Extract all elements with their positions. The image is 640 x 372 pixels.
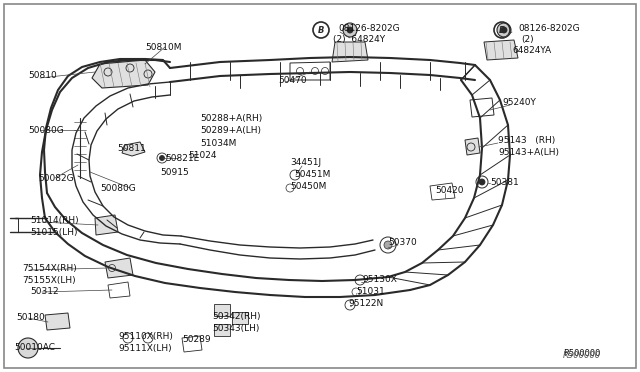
Text: 08126-8202G: 08126-8202G [338,23,399,32]
Text: B: B [499,26,505,35]
Text: 50010AC: 50010AC [14,343,55,353]
Text: 50821E: 50821E [165,154,199,163]
Text: 75155X(LH): 75155X(LH) [22,276,76,285]
Text: 95130X: 95130X [362,276,397,285]
Text: 50312: 50312 [30,288,59,296]
Text: 50470: 50470 [278,76,307,84]
Text: 95143+A(LH): 95143+A(LH) [498,148,559,157]
Text: 95122N: 95122N [348,299,383,308]
Text: 50810: 50810 [28,71,57,80]
Text: 50288+A(RH): 50288+A(RH) [200,113,262,122]
Text: 95143   (RH): 95143 (RH) [498,135,556,144]
Text: 51015(LH): 51015(LH) [30,228,77,237]
Text: 95240Y: 95240Y [502,97,536,106]
Text: 50080G: 50080G [28,125,64,135]
Polygon shape [332,42,368,62]
Text: 51024: 51024 [188,151,216,160]
Text: 50915: 50915 [160,167,189,176]
Text: 50289+A(LH): 50289+A(LH) [200,125,261,135]
Circle shape [497,23,511,37]
Circle shape [347,27,353,33]
Circle shape [384,241,392,249]
Text: (2): (2) [521,35,534,44]
Text: 50082G: 50082G [38,173,74,183]
Text: 50450M: 50450M [290,182,326,190]
Text: 51014(RH): 51014(RH) [30,215,79,224]
Text: 50180: 50180 [16,314,45,323]
Polygon shape [105,258,133,278]
Text: 50381: 50381 [490,177,519,186]
Text: R500000: R500000 [563,352,601,360]
Text: (2)  64824Y: (2) 64824Y [333,35,385,44]
Circle shape [18,338,38,358]
Polygon shape [214,304,230,316]
Text: 51031: 51031 [356,288,385,296]
Polygon shape [465,138,480,155]
Polygon shape [95,215,118,235]
Text: B: B [318,26,324,35]
Text: 08126-8202G: 08126-8202G [518,23,580,32]
Text: 51034M: 51034M [200,138,236,148]
Polygon shape [484,40,518,60]
Text: 50810M: 50810M [145,42,182,51]
Text: 50343(LH): 50343(LH) [212,324,259,333]
Text: 95110X(RH): 95110X(RH) [118,331,173,340]
Text: 34451J: 34451J [290,157,321,167]
Polygon shape [45,313,70,330]
Text: 95111X(LH): 95111X(LH) [118,343,172,353]
Text: 50420: 50420 [435,186,463,195]
Text: 50370: 50370 [388,237,417,247]
Polygon shape [232,312,248,324]
Circle shape [343,23,357,37]
Polygon shape [92,60,155,88]
Text: 50811: 50811 [117,144,146,153]
Polygon shape [214,324,230,336]
Polygon shape [122,142,145,156]
Circle shape [501,27,507,33]
Text: 64824YA: 64824YA [512,45,551,55]
Text: R500000: R500000 [563,350,600,359]
Circle shape [479,179,485,185]
Text: 75154X(RH): 75154X(RH) [22,263,77,273]
Text: 50080G: 50080G [100,183,136,192]
Text: 50289: 50289 [182,336,211,344]
Text: 50451M: 50451M [294,170,330,179]
Text: 50342(RH): 50342(RH) [212,311,260,321]
Circle shape [159,155,164,160]
